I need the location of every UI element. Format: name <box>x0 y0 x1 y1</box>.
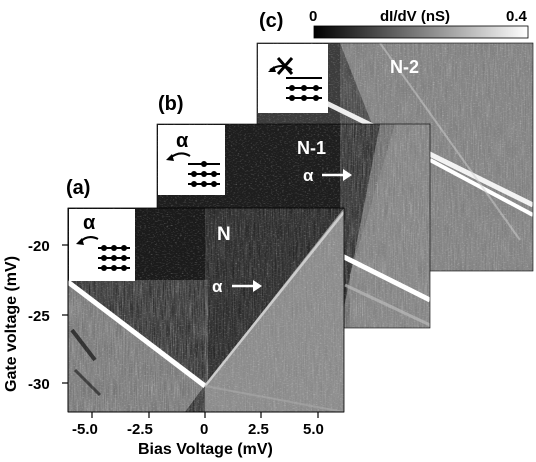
panel-a-alpha-marker: α <box>212 277 262 296</box>
panel-a: N α α (a) -5.0 -2 <box>3 177 345 458</box>
panel-c-inset <box>258 44 328 113</box>
panel-b-alpha-label: α <box>303 166 314 185</box>
panel-c-charge-state: N-2 <box>390 57 419 77</box>
colorbar-label: dI/dV (nS) <box>380 8 450 25</box>
x-tick-label: -2.5 <box>127 421 153 438</box>
colorbar-min: 0 <box>309 8 317 25</box>
x-tick-label: 5.0 <box>303 421 324 438</box>
y-tick-label: -25 <box>28 308 50 325</box>
panel-b-label: (b) <box>158 93 184 115</box>
colorbar-max: 0.4 <box>506 8 528 25</box>
y-tick-label: -30 <box>28 376 50 393</box>
panel-a-alpha-label: α <box>212 277 223 296</box>
panel-b-inset: α <box>158 125 225 195</box>
panel-a-map <box>68 208 344 412</box>
x-tick-label: 0 <box>200 421 208 438</box>
x-tick-label: -5.0 <box>72 421 98 438</box>
x-axis: -5.0 -2.5 0 2.5 5.0 Bias Voltage (mV) <box>68 411 344 458</box>
colorbar-gradient <box>313 25 529 39</box>
panel-a-inset-alpha: α <box>83 212 96 234</box>
panel-a-charge-state: N <box>217 224 231 245</box>
y-tick-label: -20 <box>28 238 50 255</box>
panel-a-inset: α <box>69 209 135 281</box>
panel-b-inset-alpha: α <box>176 130 189 152</box>
x-axis-label: Bias Voltage (mV) <box>138 441 273 458</box>
blocked-cross-icon <box>276 57 294 75</box>
panel-c-label: (c) <box>259 10 283 32</box>
y-axis: -20 -25 -30 Gate voltage (mV) <box>3 208 69 412</box>
colorbar: 0 dI/dV (nS) 0.4 <box>309 8 529 39</box>
panel-b-alpha-marker: α <box>303 166 352 185</box>
y-axis-label: Gate voltage (mV) <box>3 256 20 392</box>
panel-b-charge-state: N-1 <box>297 138 326 158</box>
x-tick-label: 2.5 <box>248 421 269 438</box>
panel-a-label: (a) <box>66 177 90 199</box>
